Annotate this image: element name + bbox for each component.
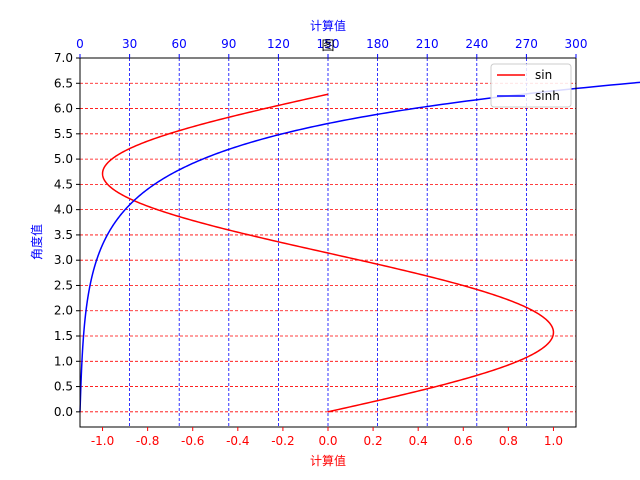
bottom-x-tick-label: -0.8 bbox=[136, 434, 159, 448]
top-x-tick-label: 300 bbox=[565, 37, 588, 51]
y-tick-label: 2.0 bbox=[54, 304, 73, 318]
grid bbox=[79, 57, 577, 427]
y-tick-label: 0.5 bbox=[54, 380, 73, 394]
bottom-x-tick-label: -1.0 bbox=[91, 434, 114, 448]
bottom-x-tick-label: -0.4 bbox=[226, 434, 249, 448]
bottom-x-tick-label: -0.6 bbox=[181, 434, 204, 448]
series-line-sinh bbox=[79, 81, 640, 412]
y-tick-label: 3.0 bbox=[54, 253, 73, 267]
y-tick-label: 4.5 bbox=[54, 177, 73, 191]
y-tick-label: 7.0 bbox=[54, 51, 73, 65]
bottom-x-tick-label: 0.6 bbox=[454, 434, 473, 448]
legend-label-sin: sin bbox=[535, 68, 552, 82]
chart-title: 图 bbox=[321, 39, 334, 54]
top-x-tick-label: 0 bbox=[76, 37, 84, 51]
legend-label-sinh: sinh bbox=[535, 89, 560, 103]
top-x-tick-label: 60 bbox=[172, 37, 187, 51]
top-x-tick-label: 270 bbox=[515, 37, 538, 51]
bottom-x-tick-label: 0.8 bbox=[499, 434, 518, 448]
y-tick-label: 4.0 bbox=[54, 203, 73, 217]
y-tick-label: 5.5 bbox=[54, 127, 73, 141]
series-line-sin bbox=[101, 93, 555, 413]
top-axis-label: 计算值 bbox=[310, 18, 346, 33]
series-layer bbox=[79, 81, 640, 413]
y-tick-label: 0.0 bbox=[54, 405, 73, 419]
bottom-axis-label: 计算值 bbox=[310, 453, 346, 468]
top-x-tick-label: 30 bbox=[122, 37, 137, 51]
top-x-tick-label: 180 bbox=[366, 37, 389, 51]
y-tick-label: 3.5 bbox=[54, 228, 73, 242]
top-x-tick-label: 90 bbox=[221, 37, 236, 51]
top-x-tick-label: 120 bbox=[267, 37, 290, 51]
top-x-tick-label: 150 bbox=[317, 37, 340, 51]
legend: sin sinh bbox=[490, 63, 572, 108]
top-x-tick-label: 210 bbox=[416, 37, 439, 51]
y-tick-label: 1.5 bbox=[54, 329, 73, 343]
bottom-x-tick-label: 0.4 bbox=[409, 434, 428, 448]
y-tick-label: 6.5 bbox=[54, 76, 73, 90]
y-axis-label: 角度值 bbox=[29, 224, 44, 260]
bottom-x-tick-label: 0.0 bbox=[318, 434, 337, 448]
bottom-x-tick-label: -0.2 bbox=[271, 434, 294, 448]
axes: 0.0 0.5 1.0 1.5 2.0 2.5 3.0 3.5 4.0 4.5 5.0 5.5 6.0 6… bbox=[54, 37, 588, 448]
y-tick-label: 5.0 bbox=[54, 152, 73, 166]
y-tick-label: 2.5 bbox=[54, 278, 73, 292]
y-tick-label: 6.0 bbox=[54, 102, 73, 116]
bottom-x-tick-label: 1.0 bbox=[544, 434, 563, 448]
bottom-x-tick-label: 0.2 bbox=[364, 434, 383, 448]
y-tick-label: 1.0 bbox=[54, 354, 73, 368]
top-x-tick-label: 240 bbox=[465, 37, 488, 51]
